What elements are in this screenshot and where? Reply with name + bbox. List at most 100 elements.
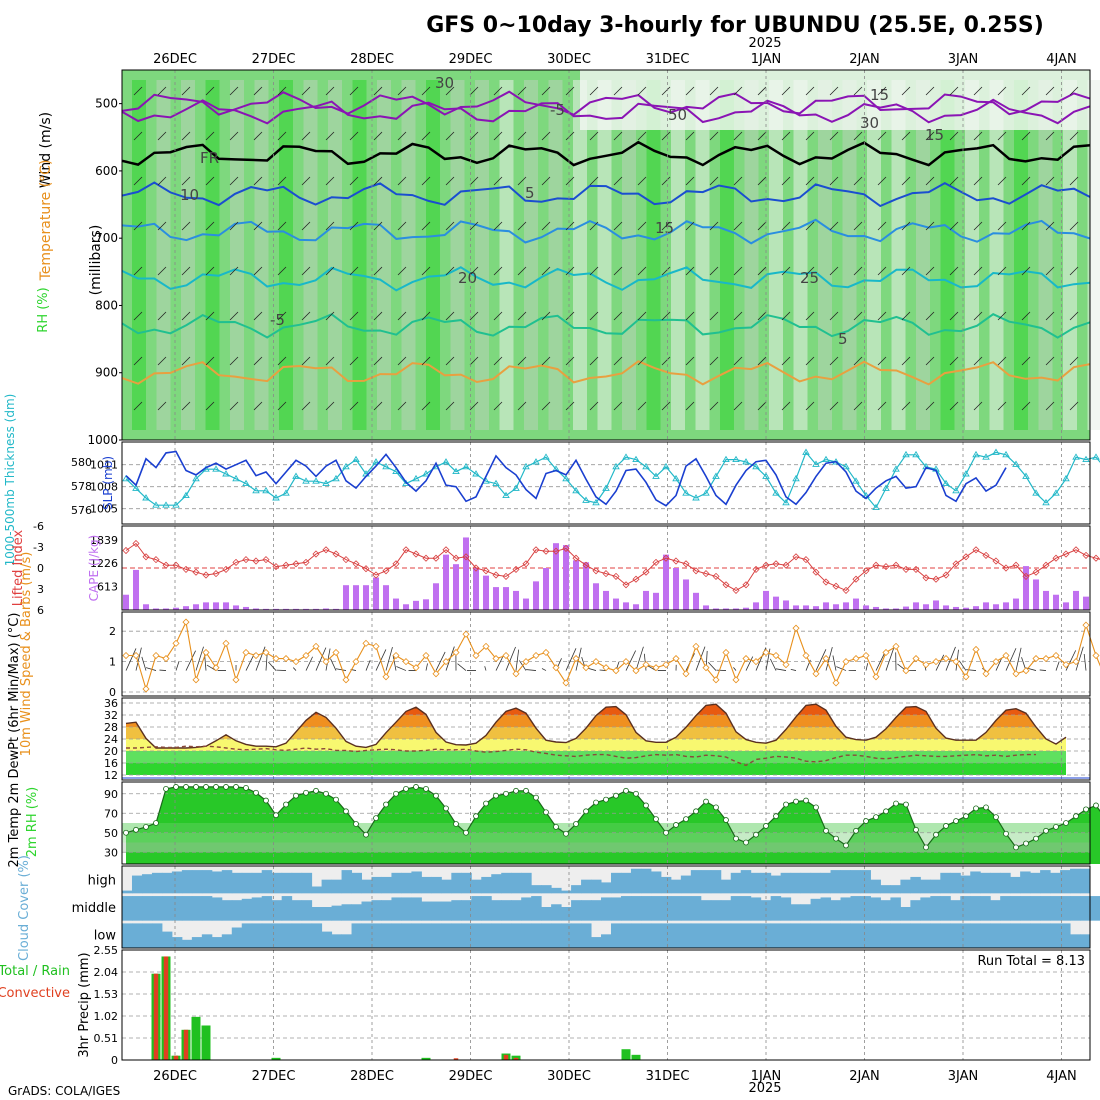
wind-barb	[229, 176, 239, 186]
cloud-bar-middle	[401, 897, 412, 921]
rh-point	[463, 829, 469, 836]
wind10-barb	[385, 646, 393, 671]
thickness-point	[632, 455, 640, 463]
cloud-bar-low	[800, 923, 812, 948]
cloud-bar-middle	[571, 900, 582, 921]
cloud-bar-low	[181, 939, 193, 948]
temperature-axis-label: Temperature (°C)	[38, 160, 54, 282]
cape-bar	[233, 605, 239, 610]
cloud-bar-high	[1060, 870, 1071, 894]
wind10-point	[182, 618, 190, 626]
cloud-bar-high	[141, 874, 153, 894]
wind-barb	[301, 86, 311, 96]
wind-barb	[253, 311, 263, 321]
thickness-point	[682, 489, 690, 496]
cape-bar	[263, 608, 269, 610]
rh-point	[893, 800, 899, 807]
rh-point	[253, 789, 259, 796]
rh-point	[263, 797, 269, 804]
wind-barb	[1069, 401, 1079, 411]
wind-barb	[301, 401, 311, 411]
cloud-bar-middle	[770, 896, 782, 921]
wind-barb	[181, 131, 191, 141]
thickness-point	[1002, 450, 1010, 458]
cloud-bar-middle	[940, 896, 951, 921]
li-point	[232, 558, 240, 566]
li-point	[592, 567, 600, 575]
wind10-point	[642, 661, 650, 669]
wind10-point	[712, 676, 720, 684]
wind10-point	[312, 642, 320, 650]
wind10-barb	[635, 646, 644, 671]
cloud-bar-high	[920, 879, 931, 894]
rh-point	[323, 790, 329, 797]
wind-barb	[445, 356, 455, 366]
wind-barb	[517, 221, 527, 231]
cloud-bar-high	[601, 882, 612, 894]
cloud-bar-high	[630, 868, 642, 894]
wind-barb	[613, 221, 623, 231]
cloud-bar-middle	[601, 897, 612, 921]
wind-tick: 0	[109, 686, 116, 699]
wind-barb	[877, 311, 887, 321]
wind10-point	[692, 642, 700, 650]
wind10-point	[792, 624, 800, 632]
wind-barb	[541, 311, 551, 321]
wind-barb	[1045, 311, 1055, 321]
rh2m-axis-label: 2m RH (%)	[25, 787, 40, 858]
cloud-bar-high	[561, 890, 572, 894]
rh-point	[993, 814, 999, 821]
rh-point	[163, 785, 169, 792]
wind-barb	[1069, 266, 1079, 276]
li-point	[782, 561, 790, 569]
li-point	[1042, 561, 1050, 569]
wind-barb	[541, 401, 551, 411]
cloud-bar-high	[820, 872, 832, 894]
cloud-bar-middle	[481, 896, 492, 921]
wind-barb	[253, 356, 263, 366]
wind10-barb	[599, 669, 607, 671]
wind10-point	[222, 639, 230, 647]
rh-point	[513, 787, 519, 794]
wind10-point	[492, 654, 500, 663]
wind-barb	[229, 311, 239, 321]
wind-barb	[397, 266, 407, 276]
cloud-bar-low	[680, 923, 692, 948]
thickness-point	[512, 484, 520, 491]
cloud-bar-middle	[122, 896, 133, 921]
wind-barb	[733, 176, 743, 186]
cape-tick: 1226	[90, 557, 118, 570]
wind10-barb	[125, 648, 137, 671]
thickness-point	[602, 484, 610, 491]
thickness-tick: 578	[71, 480, 92, 493]
pressure-tick: 700	[95, 231, 118, 245]
wind10-point	[452, 648, 460, 657]
wind-barb	[589, 176, 599, 186]
wind-barb	[1021, 311, 1031, 321]
wind-barb	[541, 176, 551, 186]
cloud-bar-high	[660, 876, 672, 894]
wind-barb	[949, 86, 959, 96]
li-point	[522, 560, 530, 568]
thickness-point	[942, 479, 950, 487]
wind-barb	[157, 401, 167, 411]
wind-barb	[445, 266, 455, 276]
wind-barb	[493, 176, 503, 186]
thickness-point	[1062, 474, 1070, 482]
wind-barb	[973, 311, 983, 321]
thickness-point	[1092, 453, 1100, 460]
cloud-bar-low	[211, 937, 223, 948]
wind-barb	[1069, 221, 1079, 231]
wind-barb	[253, 86, 263, 96]
cloud-bar-middle	[670, 896, 682, 921]
cloud-bar-high	[700, 870, 712, 894]
cloud-bar-high	[271, 872, 283, 894]
wind-barb	[301, 131, 311, 141]
wind-barb	[133, 86, 143, 96]
cape-bar	[913, 602, 919, 610]
wind-barb	[445, 311, 455, 321]
wind10-barb	[836, 666, 847, 671]
li-point	[1012, 561, 1020, 569]
wind10-barb	[1015, 647, 1022, 671]
wind-barb	[925, 131, 935, 141]
